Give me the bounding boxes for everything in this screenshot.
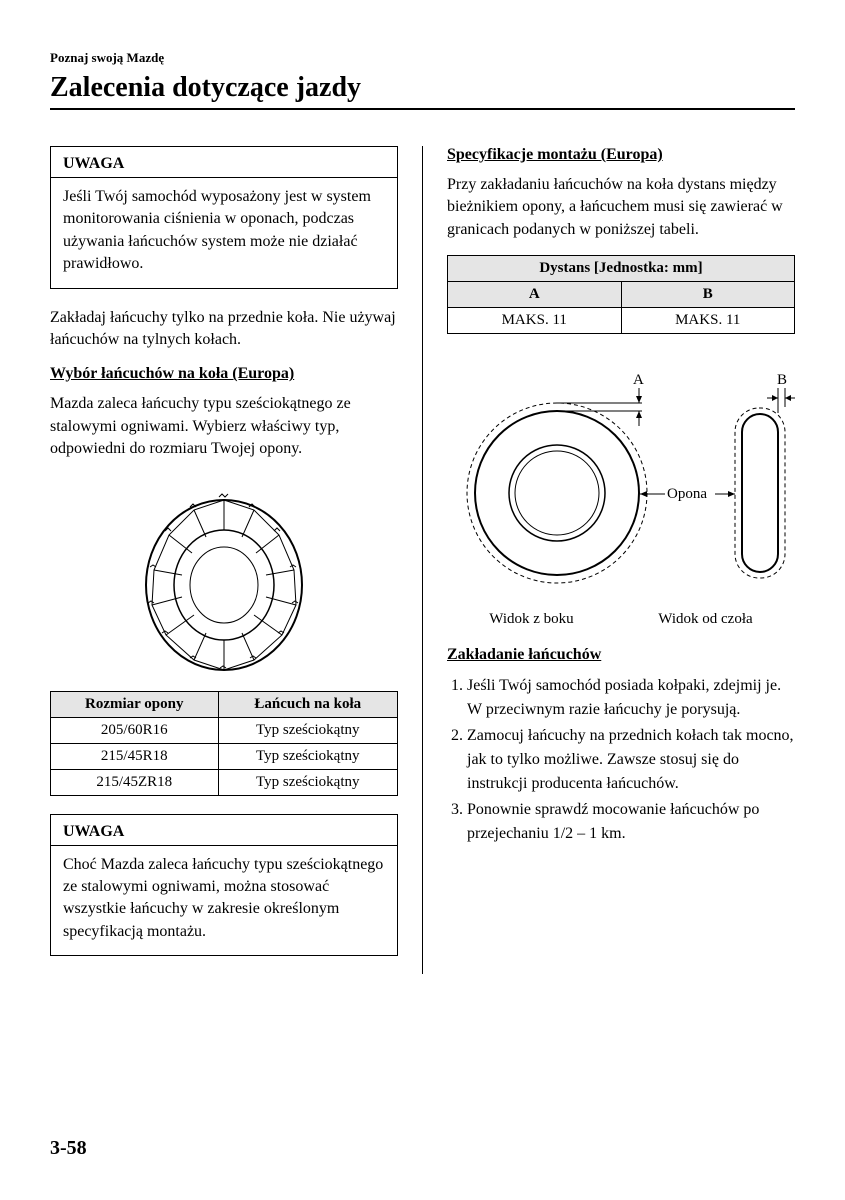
notice-box-2: UWAGA Choć Mazda zaleca łańcuchy typu sz… xyxy=(50,814,398,957)
notice-body: Choć Mazda zaleca łańcuchy typu sześciok… xyxy=(51,846,397,956)
subheading-chain-selection: Wybór łańcuchów na koła (Europa) xyxy=(50,365,398,383)
table-cell: Typ sześciokątny xyxy=(218,717,397,743)
spec-table: Dystans [Jednostka: mm] A B MAKS. 11 MAK… xyxy=(447,255,795,334)
table-row: 205/60R16 Typ sześciokątny xyxy=(51,717,398,743)
paragraph: Zakładaj łańcuchy tylko na przednie koła… xyxy=(50,307,398,352)
table-cell: 215/45R18 xyxy=(51,743,219,769)
paragraph: Mazda zaleca łańcuchy typu sześciokątneg… xyxy=(50,393,398,460)
table-row: 215/45R18 Typ sześciokątny xyxy=(51,743,398,769)
left-column: UWAGA Jeśli Twój samochód wyposażony jes… xyxy=(50,146,398,974)
paragraph: Przy zakładaniu łańcuchów na koła dystan… xyxy=(447,174,795,241)
breadcrumb: Poznaj swoją Mazdę xyxy=(50,50,795,66)
caption-front-view: Widok od czoła xyxy=(658,611,752,628)
page-number: 3-58 xyxy=(50,1137,87,1160)
subheading-mounting-spec: Specyfikacje montażu (Europa) xyxy=(447,146,795,164)
notice-title: UWAGA xyxy=(51,147,397,178)
list-item: Zamocuj łańcuchy na przednich kołach tak… xyxy=(467,724,795,796)
table-cell: Typ sześciokątny xyxy=(218,743,397,769)
install-steps: Jeśli Twój samochód posiada kołpaki, zde… xyxy=(447,674,795,846)
chain-illustration xyxy=(124,475,324,675)
table-cell: MAKS. 11 xyxy=(621,308,795,334)
label-opona: Opona xyxy=(667,486,707,502)
label-a: A xyxy=(633,372,644,388)
table-cell: MAKS. 11 xyxy=(448,308,622,334)
table-header: B xyxy=(621,282,795,308)
table-cell: 215/45ZR18 xyxy=(51,769,219,795)
right-column: Specyfikacje montażu (Europa) Przy zakła… xyxy=(447,146,795,974)
column-divider xyxy=(422,146,423,974)
notice-title: UWAGA xyxy=(51,815,397,846)
subheading-installing-chains: Zakładanie łańcuchów xyxy=(447,646,795,664)
two-column-layout: UWAGA Jeśli Twój samochód wyposażony jes… xyxy=(50,146,795,974)
caption-side-view: Widok z boku xyxy=(489,611,573,628)
diagram-captions: Widok z boku Widok od czoła xyxy=(447,611,795,628)
list-item: Jeśli Twój samochód posiada kołpaki, zde… xyxy=(467,674,795,722)
table-title: Dystans [Jednostka: mm] xyxy=(448,256,795,282)
table-cell: 205/60R16 xyxy=(51,717,219,743)
table-row: MAKS. 11 MAKS. 11 xyxy=(448,308,795,334)
tire-chain-table: Rozmiar opony Łańcuch na koła 205/60R16 … xyxy=(50,691,398,796)
table-cell: Typ sześciokątny xyxy=(218,769,397,795)
notice-box-1: UWAGA Jeśli Twój samochód wyposażony jes… xyxy=(50,146,398,289)
table-header: Łańcuch na koła xyxy=(218,691,397,717)
label-b: B xyxy=(777,372,787,388)
list-item: Ponownie sprawdź mocowanie łańcuchów po … xyxy=(467,798,795,846)
table-header: Rozmiar opony xyxy=(51,691,219,717)
table-row: 215/45ZR18 Typ sześciokątny xyxy=(51,769,398,795)
page-title: Zalecenia dotyczące jazdy xyxy=(50,72,795,104)
table-header: A xyxy=(448,282,622,308)
tire-clearance-diagram: A Opona B xyxy=(447,368,797,588)
notice-body: Jeśli Twój samochód wyposażony jest w sy… xyxy=(51,178,397,288)
title-rule xyxy=(50,108,795,110)
